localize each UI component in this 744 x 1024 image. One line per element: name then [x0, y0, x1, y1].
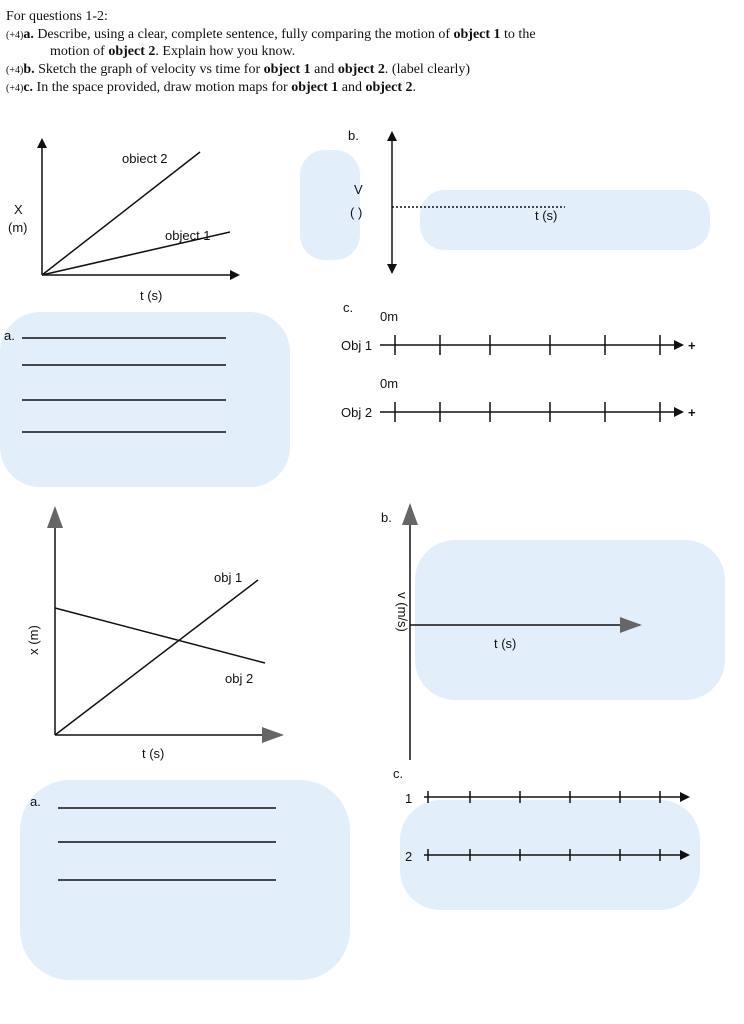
x-axis-label: t (s) [142, 746, 164, 761]
graph-label: b. [381, 510, 392, 525]
question-text: and [311, 62, 338, 77]
object-label: 2 [405, 849, 412, 864]
x-axis-label: t (s) [535, 208, 557, 223]
title: For questions 1-2: [6, 9, 108, 24]
line-label: obiect 2 [122, 151, 168, 166]
question-text: object 2 [338, 62, 385, 77]
x-axis-label: t (s) [494, 636, 516, 651]
object-label: Obj 2 [341, 405, 372, 420]
plot-line [54, 579, 259, 736]
origin-label: 0m [380, 309, 398, 324]
y-axis-label: x (m) [26, 625, 41, 655]
direction-label: + [688, 405, 696, 420]
blob [300, 150, 360, 260]
x-axis-label: t (s) [140, 288, 162, 303]
blob [420, 190, 710, 250]
question-text: Describe, using a clear, complete senten… [37, 27, 453, 42]
question-line: motion of object 2. Explain how you know… [50, 44, 295, 59]
y-axis-label: X [14, 202, 23, 217]
question-label: b. [23, 62, 34, 77]
question-text: . [413, 80, 417, 95]
section-label: c. [393, 766, 403, 781]
question-text: Sketch the graph of velocity vs time for [38, 62, 264, 77]
points: (+4) [6, 65, 23, 76]
question-line: (+4)a. Describe, using a clear, complete… [6, 27, 536, 42]
blob [415, 540, 725, 700]
line-label: object 1 [165, 228, 211, 243]
question-text: object 1 [454, 27, 501, 42]
question-text: motion of [50, 44, 108, 59]
graph-label: b. [348, 128, 359, 143]
question-text: . (label clearly) [385, 62, 470, 77]
y-axis-unit: ( ) [350, 205, 362, 220]
plot-line [41, 151, 201, 276]
question-text: object 1 [291, 80, 338, 95]
line-label: obj 2 [225, 671, 253, 686]
question-label: a. [23, 27, 34, 42]
question-text: object 1 [264, 62, 311, 77]
line-label: obj 1 [214, 570, 242, 585]
answer-label: a. [4, 328, 15, 343]
object-label: Obj 1 [341, 338, 372, 353]
question-label: c. [23, 80, 33, 95]
y-axis-label: v (m/s) [395, 592, 410, 632]
object-label: 1 [405, 791, 412, 806]
direction-label: + [688, 338, 696, 353]
y-axis-label: V [354, 182, 363, 197]
question-text: In the space provided, draw motion maps … [37, 80, 292, 95]
plot-line [41, 231, 231, 276]
question-text: . Explain how you know. [155, 44, 295, 59]
points: (+4) [6, 30, 23, 41]
question-line: (+4)b. Sketch the graph of velocity vs t… [6, 62, 470, 77]
origin-label: 0m [380, 376, 398, 391]
y-axis-unit: (m) [8, 220, 28, 235]
question-text: to the [501, 27, 536, 42]
section-label: c. [343, 300, 353, 315]
question-text: and [338, 80, 365, 95]
question-line: (+4)c. In the space provided, draw motio… [6, 80, 416, 95]
points: (+4) [6, 83, 23, 94]
question-text: object 2 [365, 80, 412, 95]
question-text: object 2 [108, 44, 155, 59]
plot-line [54, 607, 266, 664]
answer-label: a. [30, 794, 41, 809]
